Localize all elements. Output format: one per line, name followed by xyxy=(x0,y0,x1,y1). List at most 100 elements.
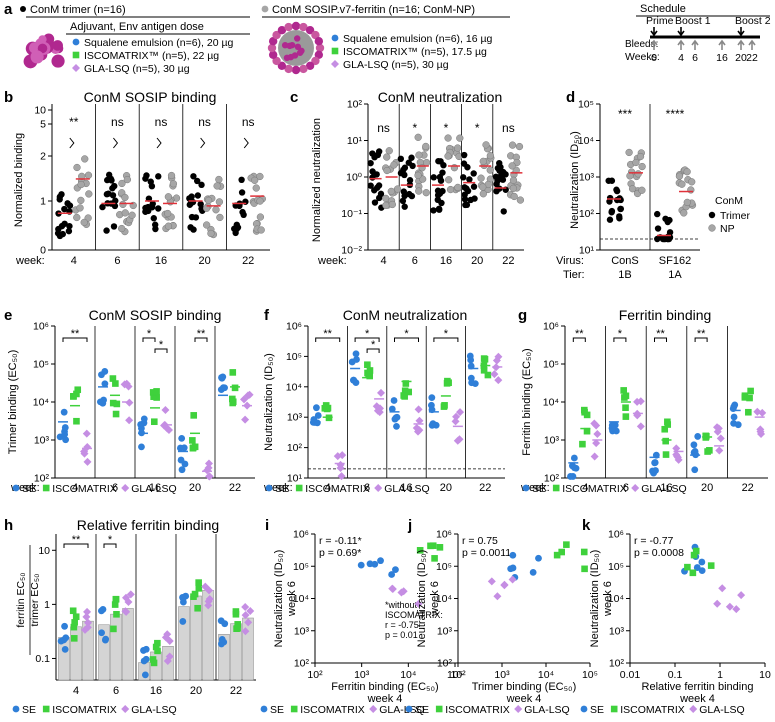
panel-g-ytick-label-3: 10⁵ xyxy=(543,359,559,371)
panel-k-point xyxy=(698,567,706,575)
legend-iscomatrix-marker xyxy=(290,705,298,713)
panel-g-point xyxy=(581,408,588,416)
panel-d-point xyxy=(666,229,674,236)
panel-c-point xyxy=(387,187,395,196)
legend-iscomatrix-marker xyxy=(435,705,443,713)
panel-g-point xyxy=(620,387,627,394)
panel-f-point xyxy=(443,380,451,387)
panel-g-point xyxy=(651,459,659,467)
panel-b-break-6 xyxy=(113,137,119,149)
panel-d-point xyxy=(661,235,669,243)
panel-g-point xyxy=(622,404,629,411)
panel-g-bracket-sig: ** xyxy=(656,328,665,340)
panel-f-point xyxy=(480,355,488,362)
bleed-arrow-22 xyxy=(748,39,756,50)
panel-b-point xyxy=(66,222,73,230)
legend-se-marker xyxy=(265,484,273,492)
panel-f-point xyxy=(350,376,358,384)
panel-b-point xyxy=(188,193,195,200)
panel-g-xtick-16: 16 xyxy=(660,482,672,494)
panel-h-point xyxy=(217,617,225,625)
panel-b-point xyxy=(103,227,110,234)
panel-c-xtick-22: 22 xyxy=(502,255,514,267)
panel-i-ytick-label-0: 10² xyxy=(294,658,310,670)
panel-b-point xyxy=(112,197,119,204)
panel-f-point xyxy=(314,412,322,419)
panel-h-point xyxy=(81,625,90,634)
panel-b-label: b xyxy=(4,89,13,106)
panel-e-xtick-20: 20 xyxy=(189,482,201,494)
panel-c-point xyxy=(508,141,517,149)
panel-f-title: ConM neutralization xyxy=(343,307,468,323)
panel-c-point xyxy=(422,189,430,197)
panel-j-point xyxy=(493,592,502,601)
panel-g-xtick-22: 22 xyxy=(742,482,754,494)
panel-f-ytick-label-4: 10⁵ xyxy=(286,351,302,363)
panel-e-point xyxy=(112,410,120,418)
panel-h-point xyxy=(112,595,120,603)
panel-h-label: h xyxy=(4,517,13,534)
panel-g-point xyxy=(583,427,591,435)
panel-g-point xyxy=(713,427,722,436)
panel-c-point xyxy=(367,182,374,189)
panel-e-point xyxy=(150,393,157,401)
panel-e-point xyxy=(151,418,158,426)
panel-b-point xyxy=(256,172,264,181)
panel-e-point xyxy=(189,437,196,444)
panel-b-xtick-22: 22 xyxy=(242,255,254,267)
panel-b-point xyxy=(76,204,84,212)
panel-h-point xyxy=(71,619,78,626)
panel-h-point xyxy=(204,601,213,610)
panel-c-point xyxy=(516,196,525,204)
panel-g-xtick-6: 6 xyxy=(623,482,629,494)
panel-g-point xyxy=(716,434,725,443)
panel-i-xlabel2: week 4 xyxy=(367,693,403,705)
panel-i-point xyxy=(427,542,434,550)
panel-e-point xyxy=(113,400,121,408)
panel-d-ytick-label-2: 10³ xyxy=(579,172,595,184)
panel-j-ytick-label-3: 10⁵ xyxy=(436,561,452,573)
panel-b-point xyxy=(190,173,197,180)
panel-e-point xyxy=(161,405,170,414)
legend-gla-lsq-label: GLA-LSQ xyxy=(384,483,430,495)
panel-f-point xyxy=(313,404,320,412)
legend-gla-lsq-marker xyxy=(631,484,640,492)
panel-d-ytick-label-3: 10⁴ xyxy=(578,135,594,147)
panel-h-xtick-6: 6 xyxy=(113,685,119,697)
panel-f-point xyxy=(388,405,396,413)
panel-d-point xyxy=(632,158,640,167)
panel-k-point xyxy=(698,558,706,566)
panel-f-point xyxy=(490,370,499,379)
panel-a-trimer-group-1: ISCOMATRIX™ (n=5), 22 µg xyxy=(84,50,219,62)
schedule-week-16: 16 xyxy=(716,52,728,64)
panel-b-point xyxy=(169,180,178,188)
panel-g-point xyxy=(608,424,616,432)
panel-k-xlabel2: week 4 xyxy=(679,693,715,705)
panel-b-point xyxy=(108,177,115,184)
panel-h-point xyxy=(70,635,78,642)
panel-d-point xyxy=(688,178,696,186)
panel-c-point xyxy=(453,144,462,152)
legend-iscomatrix-label: ISCOMATRIX xyxy=(305,483,370,495)
panel-b-point xyxy=(167,171,176,180)
panel-b-point xyxy=(73,163,81,172)
panel-e-point xyxy=(70,393,77,400)
panel-b-point xyxy=(123,175,132,184)
panel-k-point xyxy=(718,584,727,593)
panel-c-point xyxy=(414,171,422,180)
legend-gla-lsq-label: GLA-LSQ xyxy=(524,704,570,716)
panel-h-point xyxy=(69,607,77,615)
panel-c-point xyxy=(479,183,487,191)
panel-h-point xyxy=(154,639,161,647)
panel-c-point xyxy=(477,174,485,182)
panel-i-stat-1: p = 0.69* xyxy=(319,547,361,559)
panel-b-sig-4: ** xyxy=(69,115,79,129)
panel-g-point xyxy=(694,433,702,440)
panel-g-point xyxy=(746,394,753,402)
panel-h-point xyxy=(154,647,161,655)
panel-j-stat-0: r = 0.75 xyxy=(462,535,498,547)
schedule-boost1-label: Boost 1 xyxy=(675,15,711,27)
panel-k-point xyxy=(707,562,715,569)
panel-g-point xyxy=(636,422,645,431)
panel-e-point xyxy=(101,380,109,388)
